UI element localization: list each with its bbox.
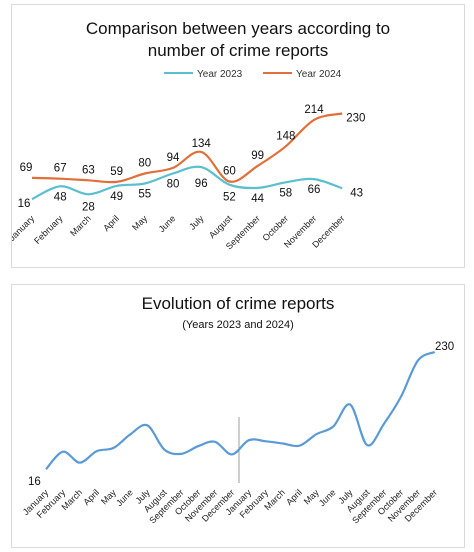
- data-label: 16: [18, 198, 31, 210]
- chart-panel-evolution: Evolution of crime reports (Years 2023 a…: [11, 284, 465, 548]
- data-label: 59: [110, 166, 123, 178]
- data-label: 60: [223, 166, 236, 178]
- chart-title-line2: number of crime reports: [148, 41, 328, 60]
- first-point-label: 16: [28, 476, 41, 488]
- data-label: 69: [20, 162, 33, 174]
- data-label: 148: [276, 130, 295, 142]
- x-tick-label: July: [187, 213, 206, 232]
- series-line: [45, 350, 436, 470]
- data-label: 63: [82, 164, 95, 176]
- data-label: 58: [279, 187, 292, 199]
- evolution-chart: Evolution of crime reports (Years 2023 a…: [21, 294, 454, 526]
- chart-subtitle: (Years 2023 and 2024): [182, 319, 294, 331]
- data-label: 80: [138, 158, 151, 170]
- series-line-2024: [31, 112, 343, 184]
- x-tick-label: March: [68, 213, 93, 238]
- data-label: 55: [138, 189, 151, 201]
- chart-title-line1: Comparison between years according to: [86, 19, 390, 38]
- x-tick-label: April: [284, 487, 304, 507]
- data-label: 134: [192, 138, 212, 150]
- x-tick-label: August: [207, 213, 234, 240]
- last-point-label: 230: [435, 341, 454, 353]
- data-label: 67: [54, 163, 67, 175]
- series-line-2023: [31, 165, 343, 201]
- data-label: 230: [346, 113, 365, 125]
- legend-label-2024: Year 2024: [296, 69, 342, 80]
- data-label: 66: [308, 184, 321, 196]
- chart-panel-comparison: Comparison between years according to nu…: [11, 4, 465, 268]
- x-tick-label: April: [101, 213, 121, 233]
- data-label: 48: [54, 191, 67, 203]
- x-tick-label: June: [114, 487, 135, 508]
- data-label: 28: [82, 201, 95, 213]
- x-tick-label: May: [130, 213, 149, 232]
- data-label: 80: [167, 179, 180, 191]
- legend: Year 2023 Year 2024: [164, 69, 342, 80]
- data-label: 44: [251, 193, 264, 205]
- x-tick-label: June: [157, 213, 178, 234]
- x-tick-label: February: [32, 213, 65, 246]
- legend-label-2023: Year 2023: [197, 69, 243, 80]
- comparison-chart: Comparison between years according to nu…: [12, 19, 390, 252]
- data-label: 214: [304, 104, 324, 116]
- chart-title: Evolution of crime reports: [142, 294, 335, 313]
- data-label: 99: [251, 150, 264, 162]
- data-label: 52: [223, 192, 236, 204]
- x-tick-label: June: [317, 487, 338, 508]
- data-label: 43: [350, 187, 363, 199]
- data-label: 49: [110, 191, 123, 203]
- data-label: 94: [167, 152, 180, 164]
- x-tick-label: April: [81, 487, 101, 507]
- data-label: 96: [195, 178, 208, 190]
